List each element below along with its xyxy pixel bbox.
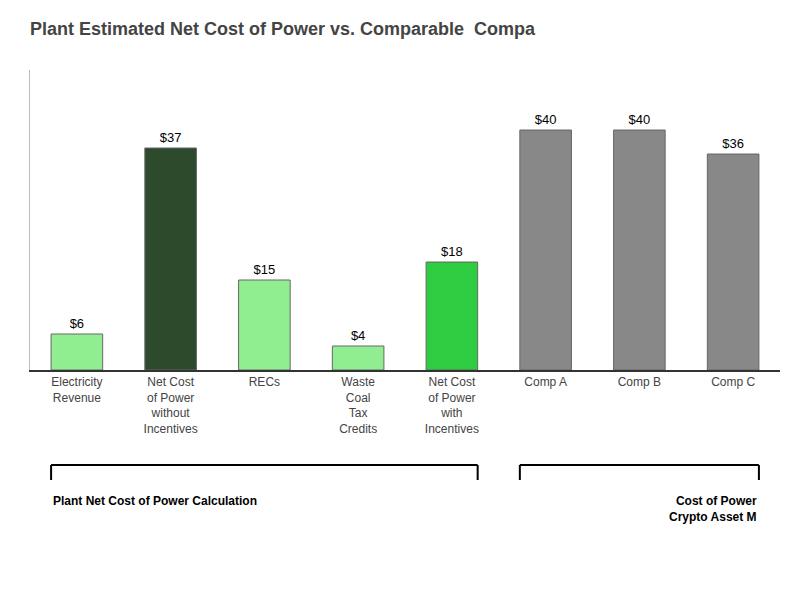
svg-text:Comp C: Comp C [711, 375, 755, 389]
svg-text:$4: $4 [351, 328, 365, 343]
svg-text:Cost of PowerCrypto Asset M: Cost of PowerCrypto Asset M [669, 494, 757, 524]
svg-text:Comp B: Comp B [618, 375, 661, 389]
svg-text:Plant Estimated Net Cost of Po: Plant Estimated Net Cost of Power vs. Co… [30, 19, 536, 39]
svg-text:$36: $36 [722, 136, 744, 151]
svg-text:$18: $18 [441, 244, 463, 259]
svg-text:$40: $40 [629, 112, 651, 127]
svg-text:RECs: RECs [249, 375, 280, 389]
svg-text:$40: $40 [535, 112, 557, 127]
svg-text:ElectricityRevenue: ElectricityRevenue [51, 375, 102, 405]
svg-text:Plant Net Cost of Power Calcul: Plant Net Cost of Power Calculation [53, 494, 257, 508]
svg-text:$37: $37 [160, 130, 182, 145]
svg-text:Net Costof PowerwithIncentives: Net Costof PowerwithIncentives [425, 375, 479, 436]
svg-text:Net Costof PowerwithoutIncenti: Net Costof PowerwithoutIncentives [144, 375, 198, 436]
svg-text:$15: $15 [254, 262, 276, 277]
svg-text:$6: $6 [70, 316, 84, 331]
svg-text:Comp A: Comp A [524, 375, 567, 389]
svg-text:WasteCoalTaxCredits: WasteCoalTaxCredits [339, 375, 377, 436]
